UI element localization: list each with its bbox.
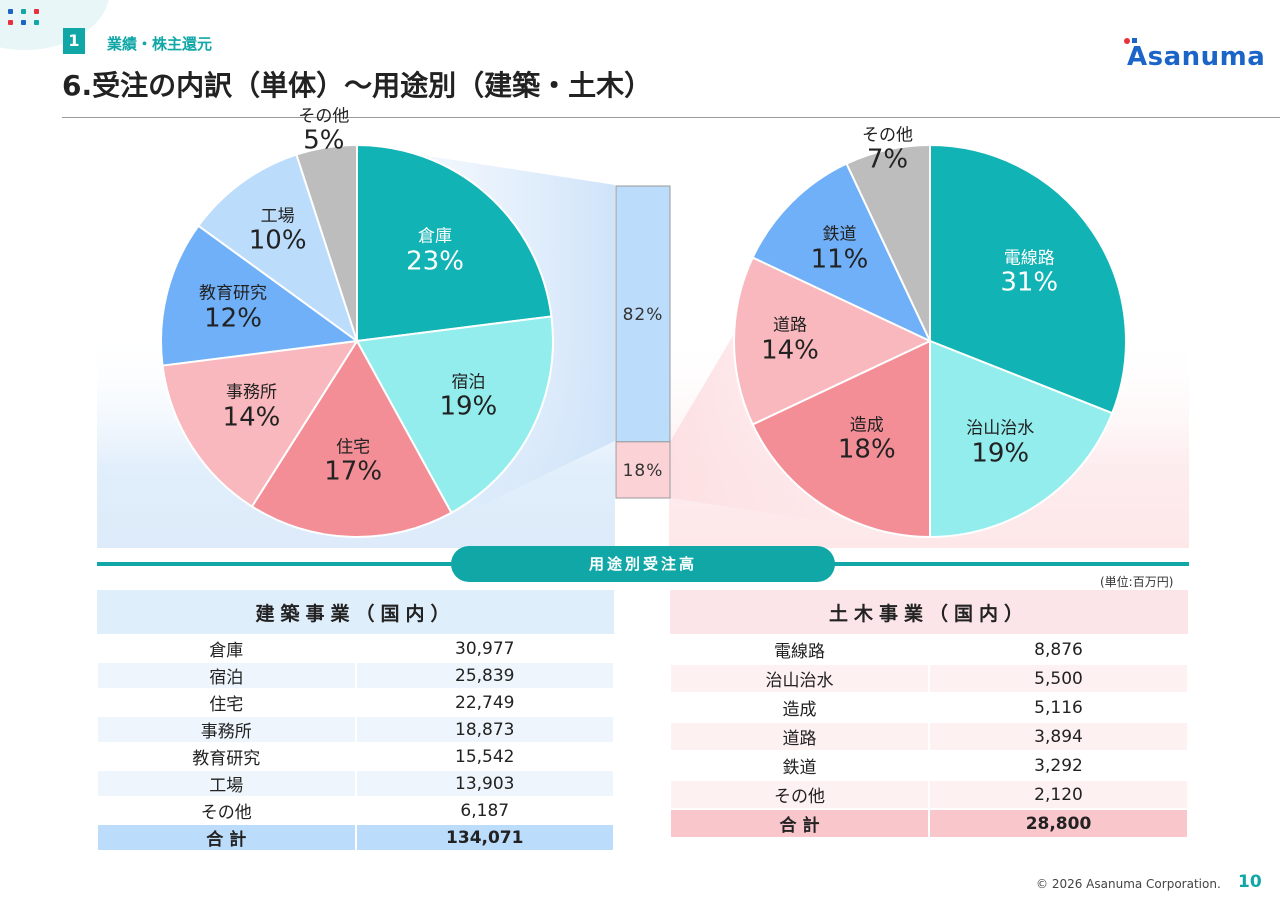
civil-table-row: 道路 3,894 [669,721,1189,752]
split-bar: 82% 18% [615,185,671,499]
building-table-row: その他 6,187 [96,796,615,825]
building-total-value: 134,071 [354,823,615,852]
civil-table-header: 土木事業（国内） [670,590,1188,635]
building-row-name: その他 [96,796,357,825]
civil-row-name: 造成 [669,692,930,723]
civil-row-value: 2,120 [928,779,1189,810]
civil-slice-1 [929,339,1114,539]
building-row-name: 事務所 [96,715,357,744]
civil-table-row: 鉄道 3,292 [669,750,1189,781]
civil-row-value: 3,292 [928,750,1189,781]
civil-table: 土木事業（国内） 電線路 8,876 治山治水 5,500 造成 5,116 道路 3,894… [669,590,1189,839]
building-pie-chart [160,143,554,538]
building-row-value: 18,873 [354,715,615,744]
civil-row-value: 8,876 [928,634,1189,665]
civil-table-row: その他 2,120 [669,779,1189,810]
building-slice-4 [160,224,360,367]
split-bar-segment-1 [615,441,671,499]
civil-row-name: 道路 [669,721,930,752]
charts-area: 82% 18% [97,143,1189,548]
building-row-value: 22,749 [354,688,615,717]
civil-row-name: その他 [669,779,930,810]
building-row-value: 15,542 [354,742,615,771]
building-row-value: 30,977 [354,634,615,663]
building-row-value: 25,839 [354,661,615,690]
building-row-value: 13,903 [354,769,615,798]
building-total-row: 合 計 134,071 [96,823,615,852]
civil-slice-2 [751,339,931,539]
section-label: 業績・株主還元 [107,35,213,53]
civil-row-value: 5,116 [928,692,1189,723]
building-row-value: 6,187 [354,796,615,825]
civil-row-value: 3,894 [928,721,1189,752]
page-number: 10 [1238,872,1262,892]
logo-mark-icon [1124,38,1137,44]
civil-total-label: 合 計 [669,808,930,839]
building-row-name: 教育研究 [96,742,357,771]
section-banner: 用途別受注高 [451,546,835,582]
building-table-row: 住宅 22,749 [96,688,615,717]
civil-table-row: 造成 5,116 [669,692,1189,723]
building-table-row: 倉庫 30,977 [96,634,615,663]
civil-table-row: 治山治水 5,500 [669,663,1189,694]
building-table-row: 工場 13,903 [96,769,615,798]
civil-total-row: 合 計 28,800 [669,808,1189,839]
civil-slice-4 [751,162,933,344]
building-table-row: 教育研究 15,542 [96,742,615,771]
building-slice-5 [197,153,359,344]
unit-note: (単位:百万円) [1100,575,1174,589]
civil-total-value: 28,800 [928,808,1189,839]
building-row-name: 倉庫 [96,634,357,663]
building-slice-3 [161,339,359,508]
title-divider [62,117,1280,118]
civil-slice-3 [733,256,933,426]
dots-decoration [0,0,60,30]
civil-row-value: 5,500 [928,663,1189,694]
civil-slice-0 [929,143,1127,415]
building-row-name: 住宅 [96,688,357,717]
building-table-header: 建築事業（国内） [97,590,614,635]
building-row-name: 工場 [96,769,357,798]
civil-row-name: 鉄道 [669,750,930,781]
split-bar-label-0: 82% [623,305,664,325]
building-slice-6 [295,143,358,342]
building-total-label: 合 計 [96,823,357,852]
civil-pie-chart [733,143,1127,539]
split-bar-label-1: 18% [623,461,664,481]
building-slice-2 [250,339,453,538]
building-slice-1 [355,315,554,515]
building-slice-0 [356,143,553,343]
company-logo: Asanuma [1127,42,1266,72]
civil-row-name: 治山治水 [669,663,930,694]
civil-slice-5 [845,143,931,342]
copyright: © 2026 Asanuma Corporation. [1036,877,1221,891]
building-table: 建築事業（国内） 倉庫 30,977 宿泊 25,839 住宅 22,749 事務所 18,8… [96,590,615,852]
section-number: 1 [63,28,85,54]
page-title: 6.受注の内訳（単体）～用途別（建築・土木） [62,69,653,102]
civil-table-row: 電線路 8,876 [669,634,1189,665]
building-table-row: 宿泊 25,839 [96,661,615,690]
building-row-name: 宿泊 [96,661,357,690]
building-table-row: 事務所 18,873 [96,715,615,744]
civil-row-name: 電線路 [669,634,930,665]
